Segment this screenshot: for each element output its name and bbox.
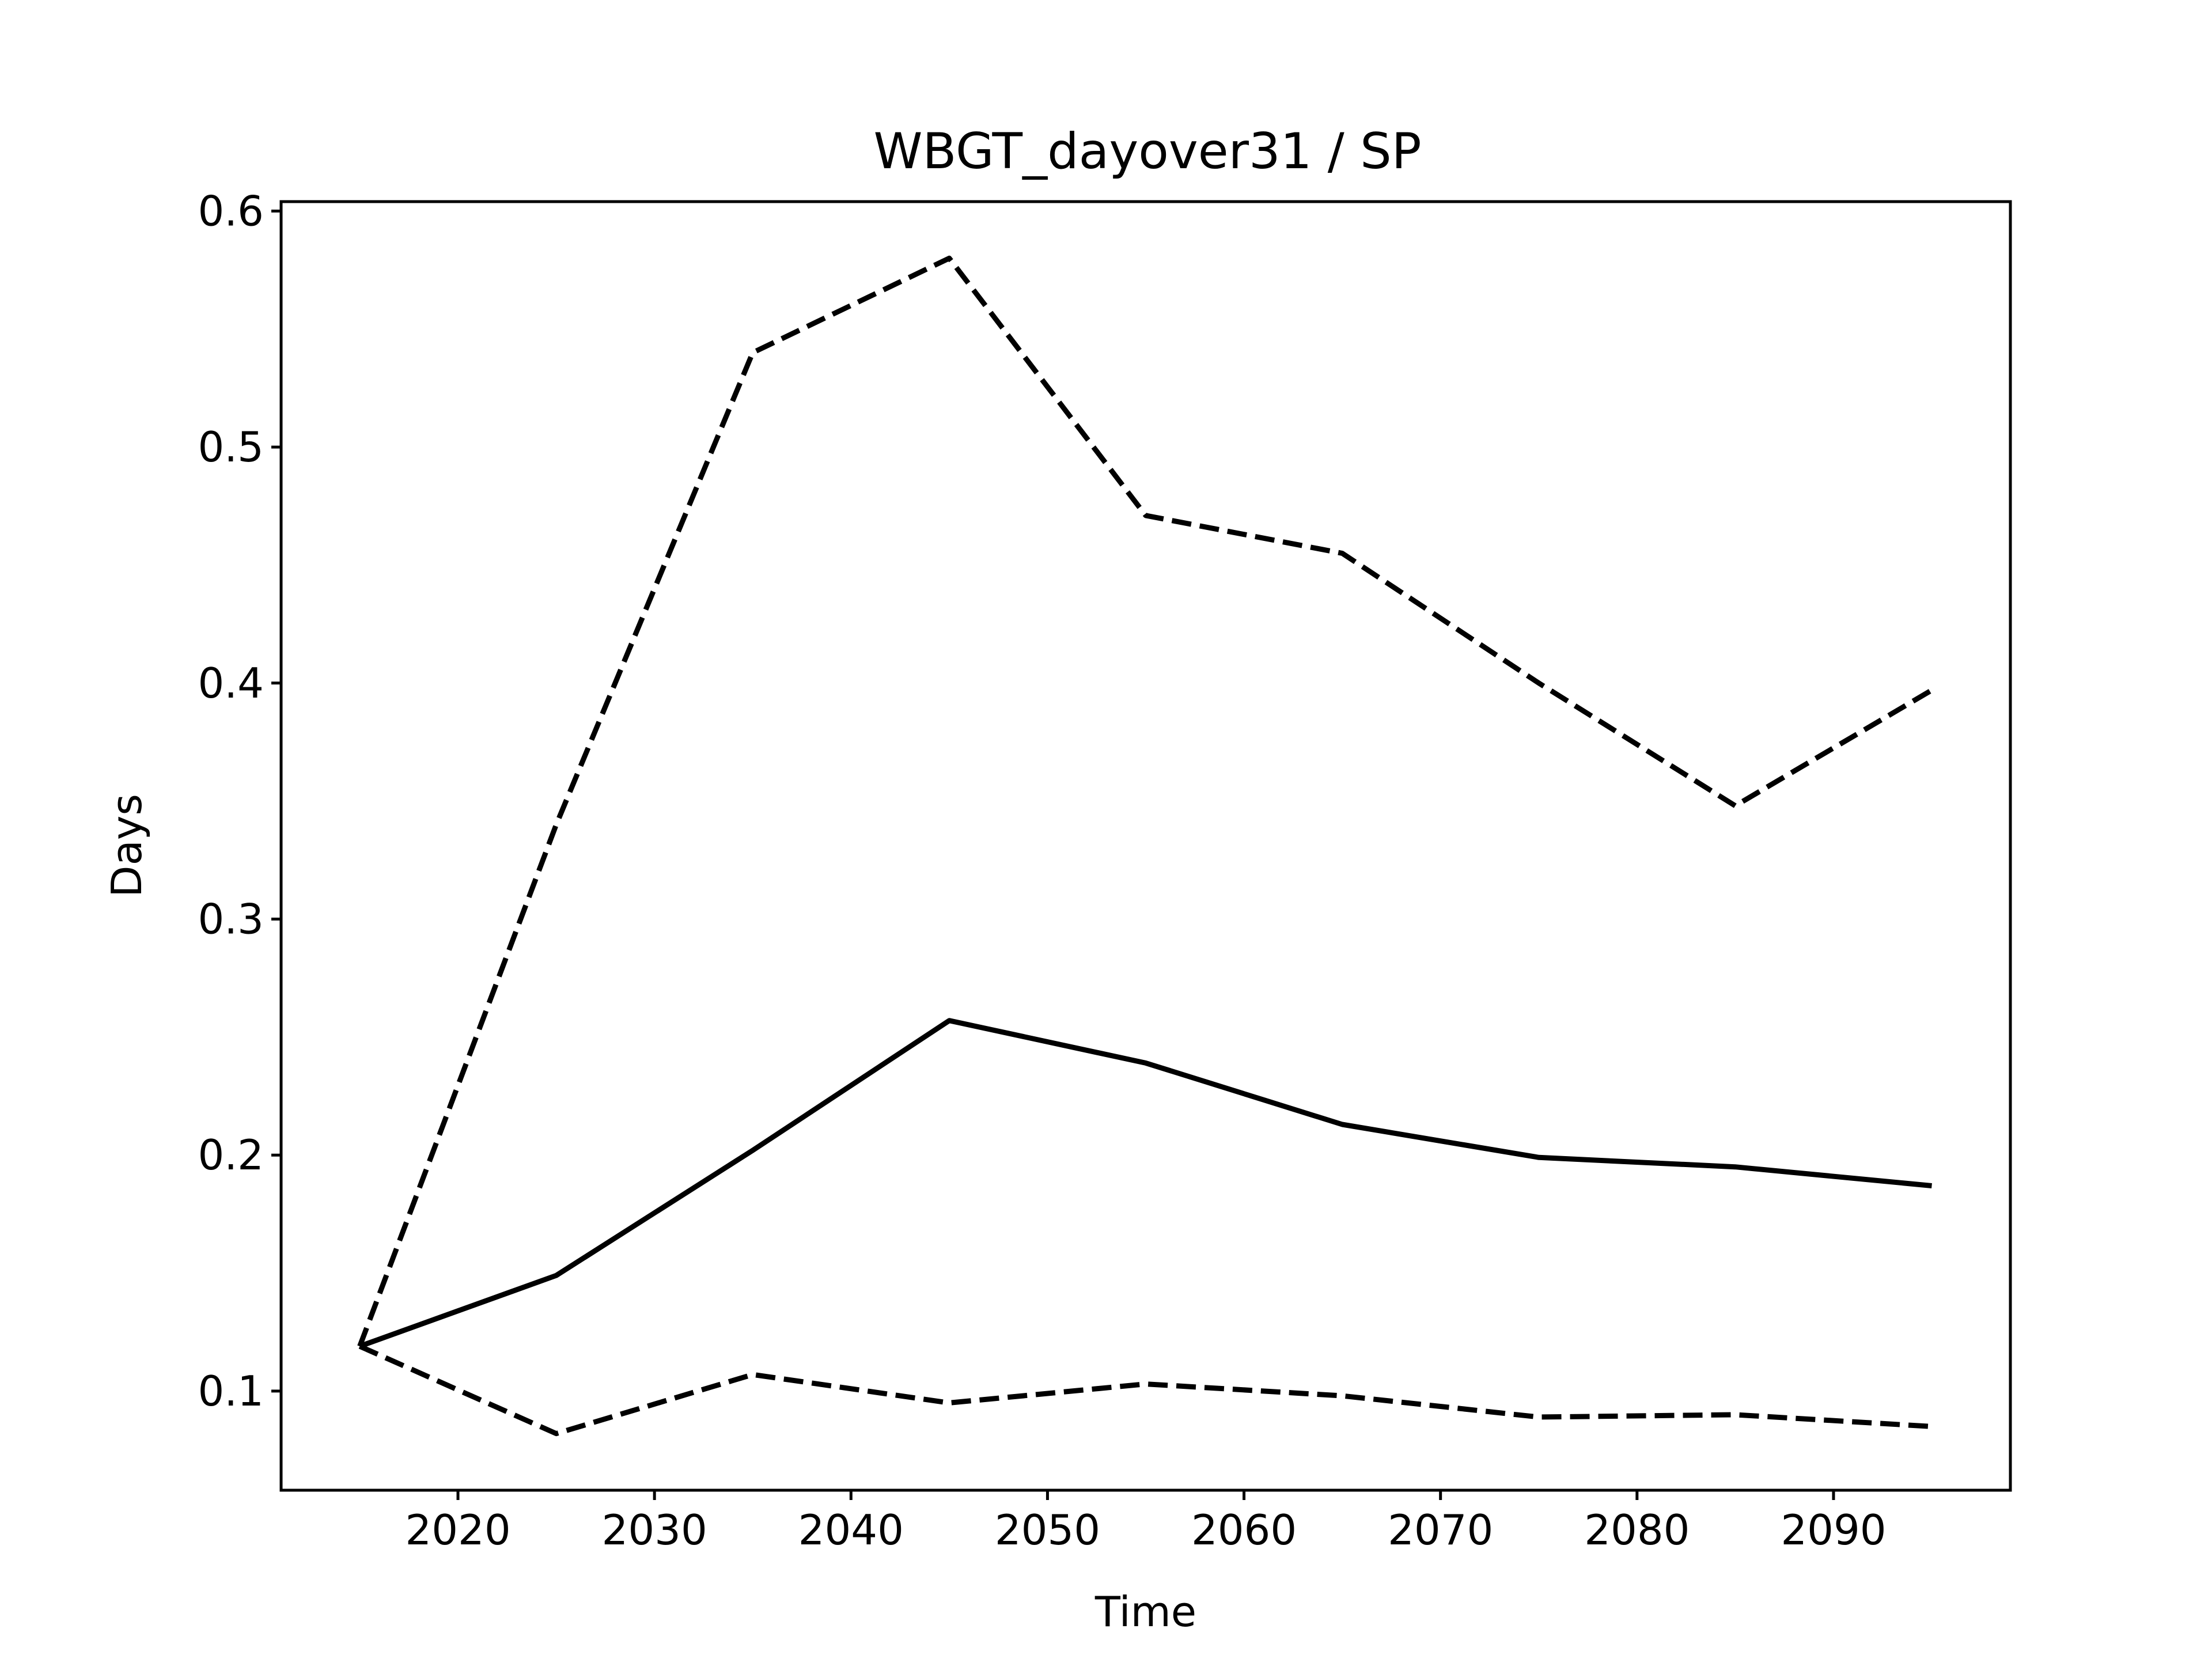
y-tick-label: 0.2: [198, 1131, 264, 1179]
x-tick-label: 2080: [1584, 1506, 1690, 1554]
y-tick-label: 0.6: [198, 187, 264, 235]
series-line-lower: [358, 1343, 1932, 1437]
y-tick-label: 0.1: [198, 1367, 264, 1415]
series-layer: [357, 255, 1933, 1437]
x-axis: 2020 2030 2040 2050 2060 2070 2080 2090: [405, 1490, 1887, 1554]
x-tick-label: 2090: [1781, 1506, 1886, 1554]
x-tick-label: 2030: [602, 1506, 707, 1554]
series-line-upper: [357, 255, 1933, 1347]
plot-frame: [279, 200, 2012, 1492]
y-axis-label: Days: [103, 794, 151, 897]
chart-title: WBGT_dayover31 / SP: [873, 123, 1421, 180]
x-tick-label: 2070: [1388, 1506, 1493, 1554]
x-tick-label: 2020: [405, 1506, 510, 1554]
y-tick-label: 0.5: [198, 423, 264, 471]
series-line-mean: [358, 1018, 1932, 1349]
y-axis: 0.1 0.2 0.3 0.4 0.5 0.6: [198, 187, 281, 1415]
x-tick-label: 2060: [1191, 1506, 1297, 1554]
x-axis-label: Time: [1094, 1588, 1196, 1636]
x-tick-label: 2050: [995, 1506, 1100, 1554]
x-tick-label: 2040: [798, 1506, 904, 1554]
y-tick-label: 0.3: [198, 895, 264, 944]
y-tick-label: 0.4: [198, 659, 264, 707]
